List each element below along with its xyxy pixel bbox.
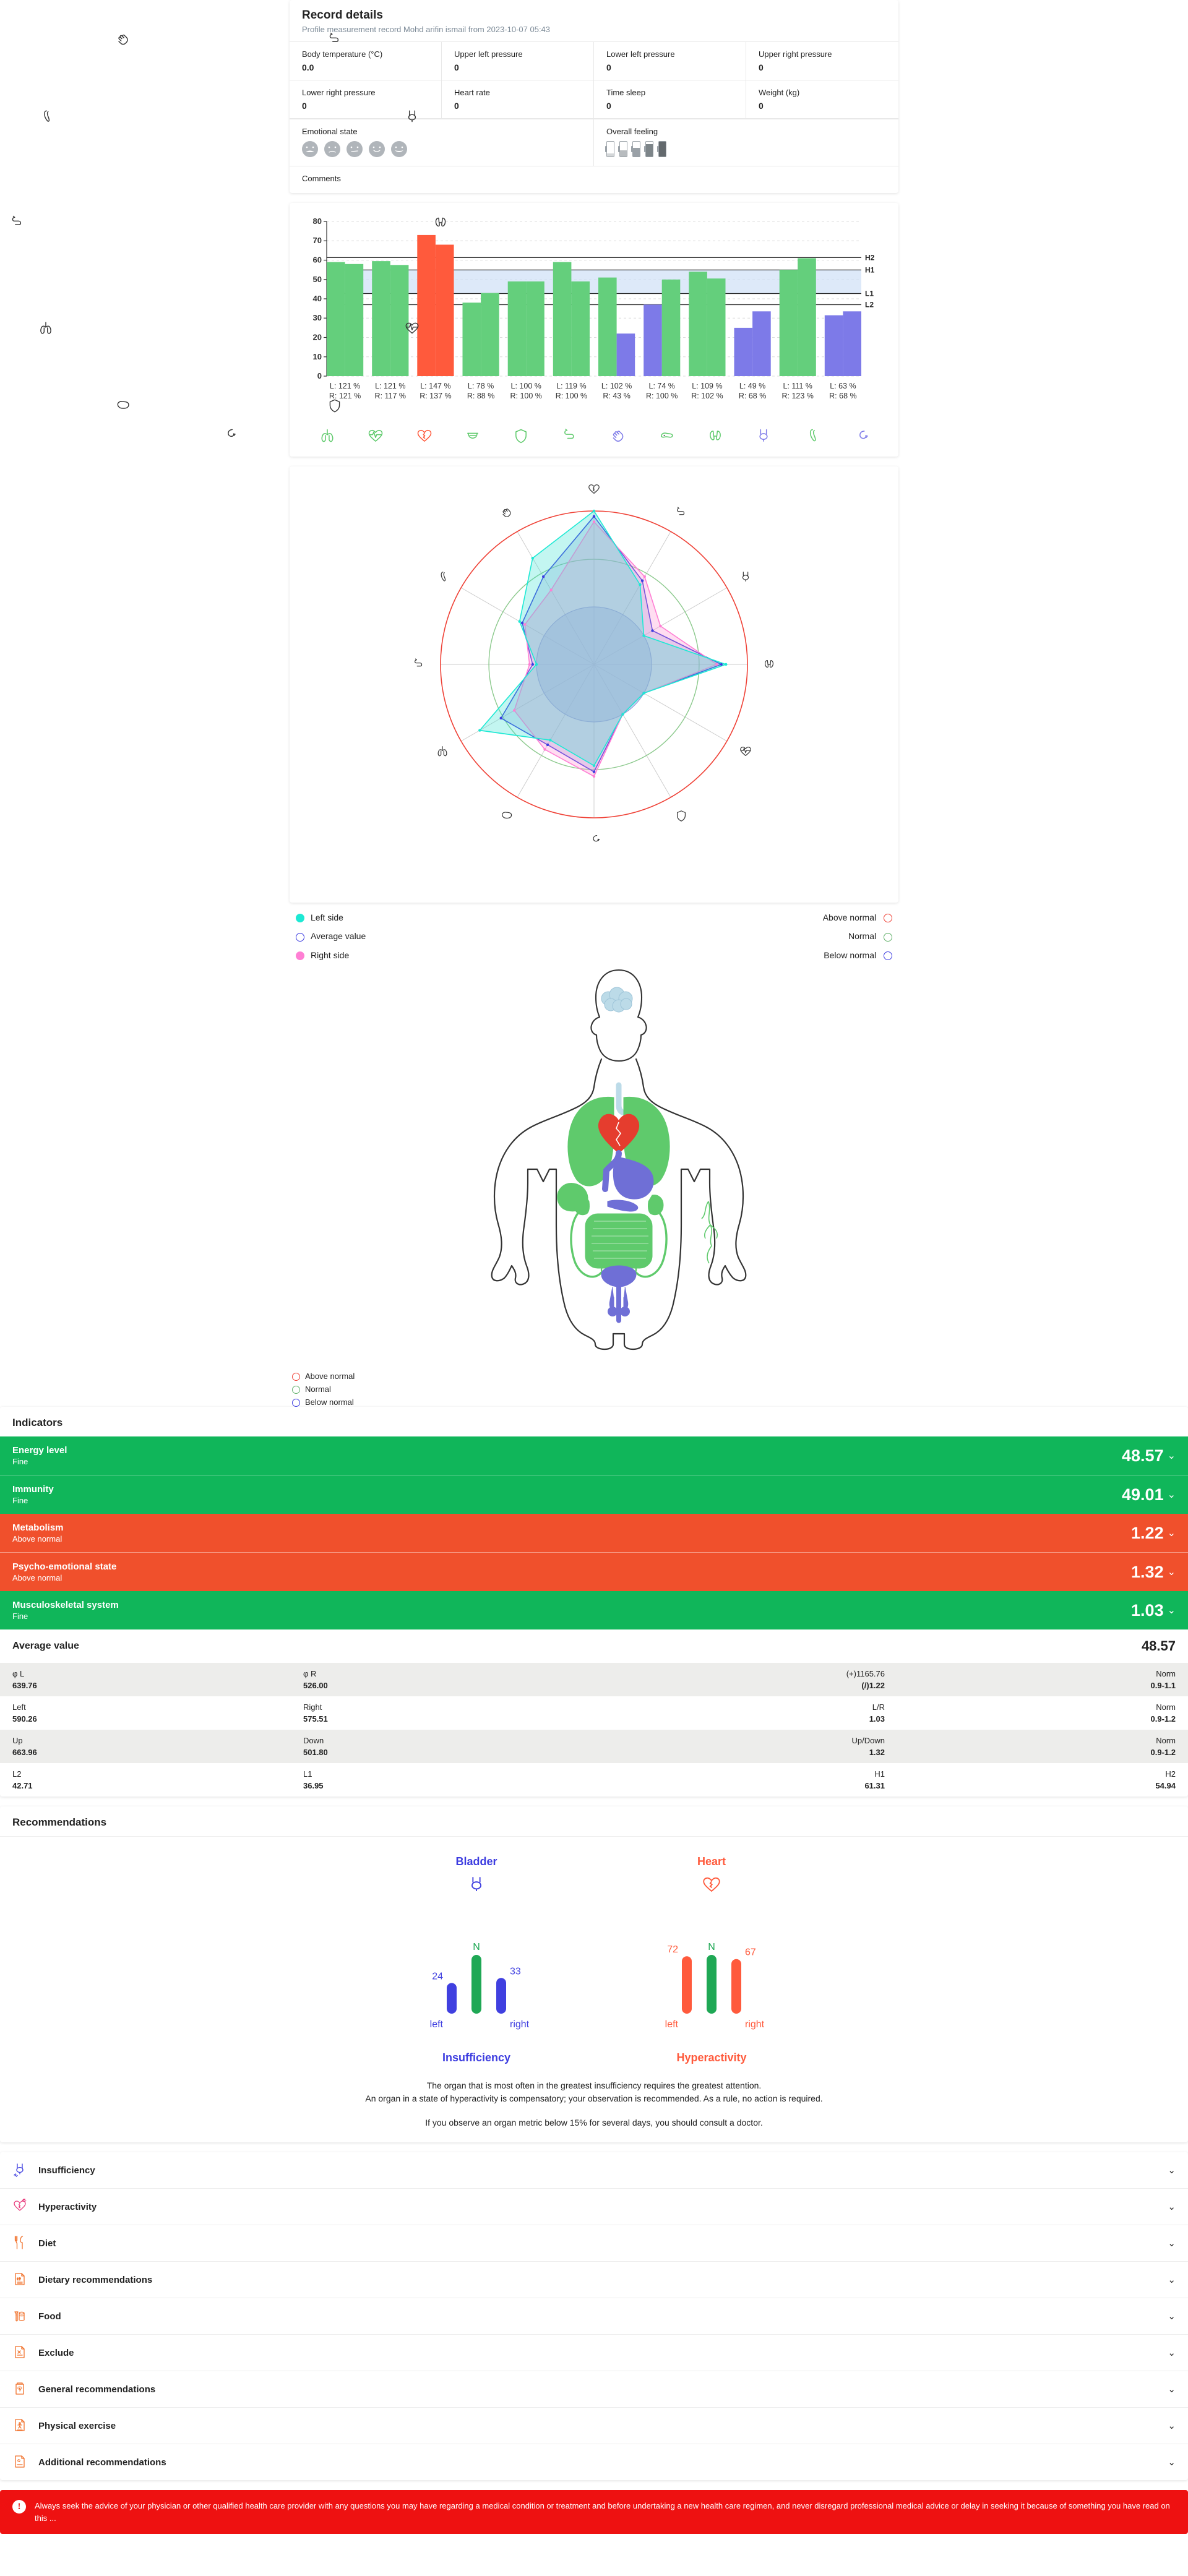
- svg-text:72: 72: [667, 1944, 678, 1955]
- svg-text:H2: H2: [865, 253, 875, 262]
- svg-text:60: 60: [313, 255, 322, 265]
- svg-text:L: 102 %: L: 102 %: [601, 382, 632, 390]
- svg-text:50: 50: [313, 275, 322, 284]
- svg-text:L: 74 %: L: 74 %: [649, 382, 675, 390]
- svg-text:L: 111 %: L: 111 %: [783, 382, 812, 390]
- svg-text:R: 100 %: R: 100 %: [556, 392, 587, 400]
- svg-text:N: N: [473, 1942, 480, 1952]
- svg-text:L2: L2: [865, 301, 874, 309]
- svg-text:right: right: [510, 2019, 530, 2030]
- svg-text:L: 119 %: L: 119 %: [556, 382, 586, 390]
- svg-text:L: 63 %: L: 63 %: [830, 382, 856, 390]
- svg-text:R: 102 %: R: 102 %: [691, 392, 723, 400]
- svg-text:10: 10: [313, 352, 322, 361]
- svg-text:67: 67: [745, 1947, 756, 1958]
- svg-text:N: N: [708, 1942, 715, 1952]
- svg-text:24: 24: [432, 1971, 443, 1981]
- svg-text:L: 147 %: L: 147 %: [420, 382, 450, 390]
- svg-text:L: 78 %: L: 78 %: [468, 382, 494, 390]
- svg-text:20: 20: [313, 333, 322, 342]
- svg-text:R: 88 %: R: 88 %: [467, 392, 494, 400]
- svg-text:L: 121 %: L: 121 %: [330, 382, 360, 390]
- svg-text:R: 100 %: R: 100 %: [510, 392, 541, 400]
- svg-text:R: 137 %: R: 137 %: [420, 392, 451, 400]
- svg-text:30: 30: [313, 313, 322, 322]
- svg-text:L1: L1: [865, 290, 874, 298]
- svg-text:R: 117 %: R: 117 %: [375, 392, 407, 400]
- svg-text:70: 70: [313, 236, 322, 245]
- svg-text:L: 49 %: L: 49 %: [739, 382, 765, 390]
- svg-text:R: 123 %: R: 123 %: [781, 392, 813, 400]
- svg-text:left: left: [665, 2019, 679, 2030]
- svg-text:40: 40: [313, 294, 322, 303]
- svg-text:33: 33: [510, 1966, 521, 1977]
- svg-text:R: 68 %: R: 68 %: [829, 392, 856, 400]
- svg-text:80: 80: [313, 217, 322, 226]
- svg-text:L: 109 %: L: 109 %: [692, 382, 722, 390]
- svg-text:L: 121 %: L: 121 %: [375, 382, 405, 390]
- svg-text:right: right: [745, 2019, 765, 2030]
- svg-text:L: 100 %: L: 100 %: [511, 382, 541, 390]
- svg-text:R: 68 %: R: 68 %: [739, 392, 766, 400]
- svg-text:0: 0: [317, 371, 322, 380]
- svg-text:left: left: [430, 2019, 444, 2030]
- svg-text:H1: H1: [865, 265, 875, 274]
- svg-text:R: 100 %: R: 100 %: [646, 392, 678, 400]
- svg-text:R: 43 %: R: 43 %: [603, 392, 630, 400]
